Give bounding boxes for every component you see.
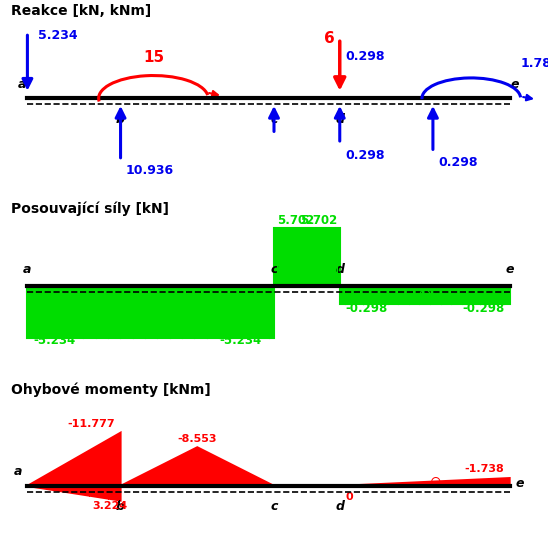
Text: e: e	[515, 476, 524, 490]
Text: ⊖: ⊖	[191, 461, 203, 475]
Text: c: c	[270, 500, 278, 513]
Text: 5.702: 5.702	[300, 214, 337, 226]
Text: ⊖: ⊖	[430, 475, 442, 489]
Text: b: b	[116, 113, 125, 126]
Text: a: a	[23, 264, 32, 276]
Text: d: d	[335, 264, 344, 276]
Text: 0: 0	[345, 492, 353, 502]
Text: 15: 15	[143, 51, 164, 66]
Text: ⊖: ⊖	[418, 286, 432, 304]
Text: c: c	[270, 113, 278, 126]
Text: Posouvající síly [kN]: Posouvající síly [kN]	[11, 202, 169, 216]
Text: -5.234: -5.234	[219, 334, 261, 347]
Polygon shape	[121, 447, 274, 486]
Text: 5.234: 5.234	[38, 29, 78, 42]
Text: d: d	[335, 500, 344, 513]
Text: Reakce [kN, kNm]: Reakce [kN, kNm]	[11, 4, 151, 18]
Text: c: c	[270, 264, 278, 276]
Text: 6: 6	[323, 31, 334, 46]
Text: -5.234: -5.234	[33, 334, 75, 347]
Text: 0.298: 0.298	[345, 51, 385, 63]
Polygon shape	[340, 478, 510, 486]
Polygon shape	[340, 286, 510, 304]
Text: -0.298: -0.298	[345, 302, 387, 315]
Text: Ohybové momenty [kNm]: Ohybové momenty [kNm]	[11, 383, 211, 397]
Text: -1.738: -1.738	[464, 464, 504, 474]
Text: d: d	[335, 113, 344, 126]
Text: a: a	[14, 464, 22, 478]
Text: 0.298: 0.298	[345, 148, 385, 162]
Text: b: b	[116, 500, 125, 513]
Text: 10.936: 10.936	[126, 164, 174, 177]
Text: ⊖: ⊖	[143, 303, 158, 321]
Text: a: a	[18, 78, 26, 91]
Text: e: e	[511, 78, 520, 91]
Polygon shape	[274, 229, 340, 286]
Text: -11.777: -11.777	[67, 419, 115, 429]
Polygon shape	[27, 286, 274, 338]
Text: 1.788: 1.788	[521, 57, 548, 70]
Text: -0.298: -0.298	[462, 302, 504, 315]
Text: ⊕: ⊕	[299, 249, 315, 266]
Text: 3.224: 3.224	[92, 501, 127, 511]
Text: 5.702: 5.702	[277, 214, 314, 226]
Polygon shape	[27, 433, 121, 486]
Text: ⊖: ⊖	[73, 455, 85, 469]
Text: -8.553: -8.553	[178, 434, 217, 444]
Text: 0.298: 0.298	[438, 156, 478, 169]
Polygon shape	[27, 486, 121, 500]
Text: e: e	[505, 264, 514, 276]
